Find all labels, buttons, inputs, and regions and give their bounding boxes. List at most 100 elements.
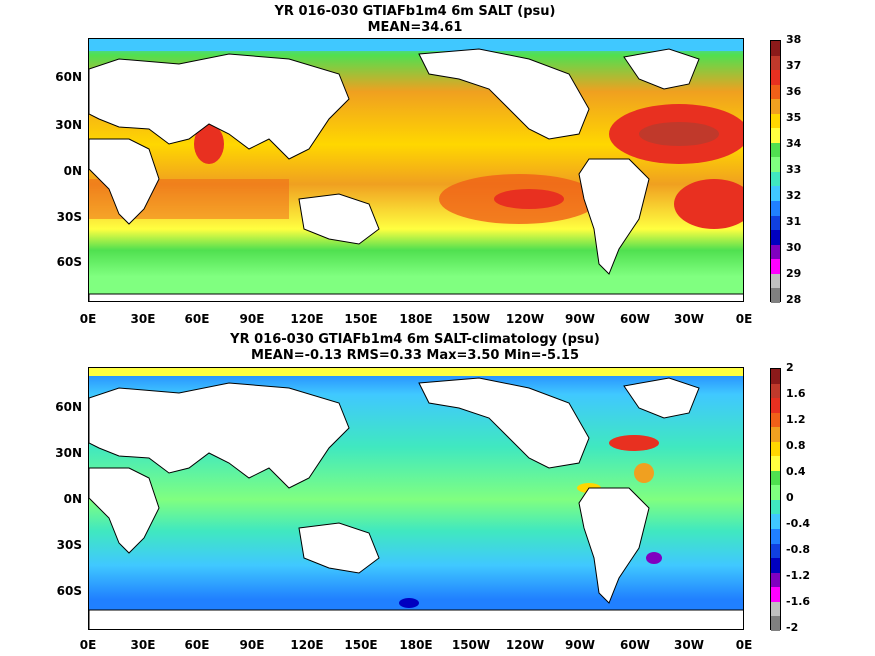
colorbar-segment bbox=[771, 99, 780, 114]
x-tick-label: 30W bbox=[674, 312, 704, 326]
colorbar-label: 2 bbox=[786, 361, 794, 374]
colorbar-label: -1.2 bbox=[786, 569, 811, 582]
y-tick-label: 0N bbox=[63, 492, 82, 506]
colorbar-segment bbox=[771, 244, 780, 260]
x-tick-label: 120E bbox=[290, 638, 324, 652]
colorbar-label: 32 bbox=[786, 189, 802, 202]
colorbar-label: -0.4 bbox=[786, 517, 811, 530]
colorbar-label: 29 bbox=[786, 267, 802, 280]
colorbar-segment bbox=[771, 70, 780, 85]
colorbar-label: 0.8 bbox=[786, 439, 806, 452]
colorbar-label: 1.6 bbox=[786, 387, 806, 400]
x-tick-label: 90E bbox=[239, 312, 265, 326]
x-tick-label: 60W bbox=[620, 312, 650, 326]
colorbar-label: -2 bbox=[786, 621, 799, 634]
x-tick-label: 180E bbox=[399, 312, 433, 326]
colorbar-label: 34 bbox=[786, 137, 802, 150]
y-tick-label: 60N bbox=[55, 70, 82, 84]
y-tick-label: 30N bbox=[55, 446, 82, 460]
colorbar-segment bbox=[771, 398, 780, 413]
x-tick-label: 60E bbox=[184, 638, 210, 652]
colorbar-segment bbox=[771, 288, 780, 303]
colorbar-segment bbox=[771, 587, 780, 602]
y-tick-label: 0N bbox=[63, 164, 82, 178]
x-tick-label: 120W bbox=[505, 312, 545, 326]
y-tick-label: 60S bbox=[56, 584, 82, 598]
x-tick-label: 0E bbox=[79, 638, 97, 652]
x-tick-label: 150W bbox=[451, 312, 491, 326]
colorbar-label: 38 bbox=[786, 33, 802, 46]
salinity-map bbox=[88, 38, 744, 302]
colorbar-segment bbox=[771, 499, 780, 515]
panel-title: YR 016-030 GTIAFb1m4 6m SALT-climatology… bbox=[230, 332, 600, 347]
colorbar-segment bbox=[771, 572, 780, 588]
colorbar-segment bbox=[771, 142, 780, 158]
x-tick-label: 0E bbox=[735, 312, 753, 326]
colorbar-segment bbox=[771, 41, 780, 56]
x-tick-label: 0E bbox=[79, 312, 97, 326]
x-tick-label: 60E bbox=[184, 312, 210, 326]
colorbar-segment bbox=[771, 157, 780, 172]
colorbar-label: 0.4 bbox=[786, 465, 806, 478]
colorbar-segment bbox=[771, 543, 780, 559]
colorbar-segment bbox=[771, 485, 780, 500]
colorbar-label: -0.8 bbox=[786, 543, 811, 556]
x-tick-label: 0E bbox=[735, 638, 753, 652]
colorbar-segment bbox=[771, 441, 780, 457]
colorbar-label: 31 bbox=[786, 215, 802, 228]
x-tick-label: 30E bbox=[130, 312, 156, 326]
x-tick-label: 90W bbox=[565, 638, 595, 652]
x-tick-label: 180E bbox=[399, 638, 433, 652]
colorbar-segment bbox=[771, 412, 780, 428]
colorbar-label: 1.2 bbox=[786, 413, 806, 426]
colorbar-segment bbox=[771, 215, 780, 231]
y-tick-label: 60S bbox=[56, 255, 82, 269]
colorbar-segment bbox=[771, 84, 780, 100]
panel-subtitle: MEAN=34.61 bbox=[367, 20, 463, 35]
colorbar-segment bbox=[771, 383, 780, 399]
colorbar-segment bbox=[771, 259, 780, 274]
colorbar-segment bbox=[771, 616, 780, 631]
colorbar bbox=[770, 368, 781, 631]
y-tick-label: 30S bbox=[56, 210, 82, 224]
colorbar-segment bbox=[771, 470, 780, 486]
colorbar-segment bbox=[771, 529, 780, 544]
colorbar-segment bbox=[771, 230, 780, 245]
y-tick-label: 60N bbox=[55, 400, 82, 414]
x-tick-label: 150E bbox=[344, 638, 378, 652]
colorbar-segment bbox=[771, 456, 780, 471]
colorbar-label: 33 bbox=[786, 163, 802, 176]
colorbar-segment bbox=[771, 514, 780, 530]
colorbar-label: 28 bbox=[786, 293, 802, 306]
x-tick-label: 150E bbox=[344, 312, 378, 326]
colorbar-label: 36 bbox=[786, 85, 802, 98]
x-tick-label: 120E bbox=[290, 312, 324, 326]
x-tick-label: 90E bbox=[239, 638, 265, 652]
anomaly-map bbox=[88, 367, 744, 630]
colorbar-segment bbox=[771, 427, 780, 442]
colorbar-segment bbox=[771, 128, 780, 143]
colorbar-segment bbox=[771, 601, 780, 617]
x-tick-label: 150W bbox=[451, 638, 491, 652]
colorbar-segment bbox=[771, 186, 780, 202]
colorbar-segment bbox=[771, 558, 780, 573]
panel-subtitle: MEAN=-0.13 RMS=0.33 Max=3.50 Min=-5.15 bbox=[250, 348, 580, 363]
colorbar-segment bbox=[771, 171, 780, 187]
colorbar-segment bbox=[771, 201, 780, 216]
colorbar-segment bbox=[771, 113, 780, 129]
colorbar-segment bbox=[771, 273, 780, 289]
colorbar bbox=[770, 40, 781, 303]
colorbar-segment bbox=[771, 55, 780, 71]
panel-title: YR 016-030 GTIAFb1m4 6m SALT (psu) bbox=[274, 4, 556, 19]
colorbar-label: 30 bbox=[786, 241, 802, 254]
x-tick-label: 120W bbox=[505, 638, 545, 652]
x-tick-label: 30E bbox=[130, 638, 156, 652]
x-tick-label: 90W bbox=[565, 312, 595, 326]
colorbar-label: 35 bbox=[786, 111, 802, 124]
colorbar-label: 37 bbox=[786, 59, 802, 72]
x-tick-label: 60W bbox=[620, 638, 650, 652]
colorbar-label: -1.6 bbox=[786, 595, 811, 608]
y-tick-label: 30S bbox=[56, 538, 82, 552]
colorbar-segment bbox=[771, 369, 780, 384]
colorbar-label: 0 bbox=[786, 491, 794, 504]
